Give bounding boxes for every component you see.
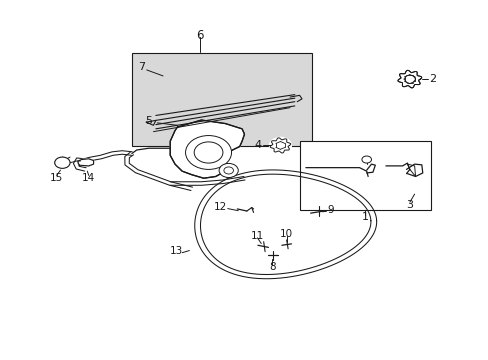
Circle shape bbox=[194, 142, 223, 163]
Text: 3: 3 bbox=[406, 200, 412, 210]
Text: 14: 14 bbox=[82, 173, 95, 183]
Bar bbox=[299, 141, 430, 210]
Circle shape bbox=[224, 167, 233, 174]
Text: 7: 7 bbox=[138, 62, 145, 72]
Text: 12: 12 bbox=[213, 202, 226, 212]
Text: 8: 8 bbox=[268, 262, 275, 273]
Circle shape bbox=[219, 163, 238, 177]
Circle shape bbox=[361, 156, 371, 163]
Bar bbox=[132, 53, 311, 147]
Text: 9: 9 bbox=[327, 205, 333, 215]
Text: 1: 1 bbox=[361, 212, 368, 222]
Polygon shape bbox=[78, 159, 93, 166]
Circle shape bbox=[269, 138, 291, 153]
Circle shape bbox=[399, 71, 420, 87]
Circle shape bbox=[185, 136, 231, 170]
Polygon shape bbox=[170, 120, 244, 178]
Text: 4: 4 bbox=[254, 140, 261, 150]
Text: 6: 6 bbox=[196, 29, 203, 42]
Text: 2: 2 bbox=[428, 74, 435, 84]
Text: 13: 13 bbox=[169, 246, 183, 256]
Text: 10: 10 bbox=[280, 229, 293, 239]
Text: 11: 11 bbox=[250, 231, 264, 241]
Text: 5: 5 bbox=[145, 116, 152, 126]
Circle shape bbox=[55, 157, 70, 168]
Text: 15: 15 bbox=[50, 173, 63, 183]
